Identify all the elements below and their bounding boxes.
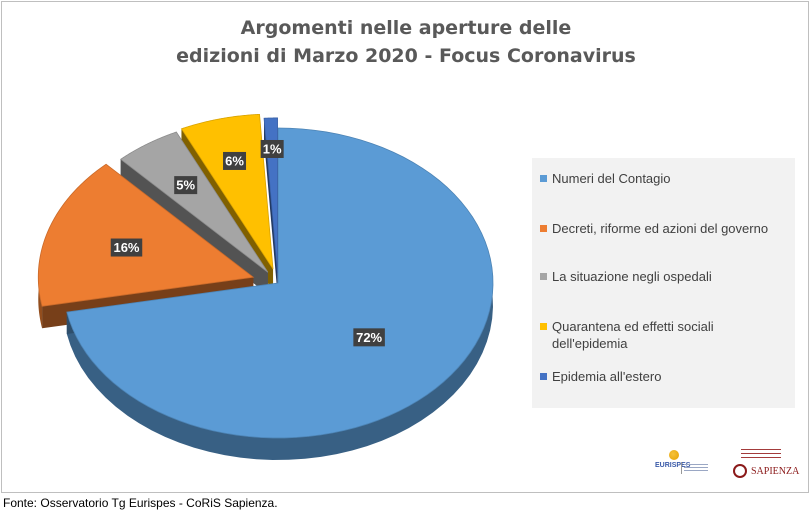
pie-slice-ospedali (120, 131, 269, 273)
chart-title: Argomenti nelle aperture delle edizioni … (0, 14, 812, 70)
legend-item-decreti: Decreti, riforme ed azioni del governo (540, 220, 790, 237)
eurispes-logo-text: EURISPES (655, 462, 691, 469)
legend-swatch (540, 175, 547, 182)
legend-label: La situazione negli ospedali (552, 269, 712, 284)
legend-swatch (540, 323, 547, 330)
legend-item-estero: Epidemia all'estero (540, 368, 790, 385)
legend-swatch (540, 373, 547, 380)
legend-label: Epidemia all'estero (552, 369, 662, 384)
sapienza-logo: SAPIENZA (733, 446, 805, 488)
legend: Numeri del Contagio Decreti, riforme ed … (532, 158, 795, 408)
data-label-numeri-contagio: 72% (353, 328, 385, 347)
chart-title-line1: Argomenti nelle aperture delle (240, 17, 572, 39)
legend-item-quarantena: Quarantena ed effetti sociali dell'epide… (540, 318, 745, 352)
pie-slice-quarantena (180, 113, 274, 270)
logos: EURISPES SAPIENZA (655, 446, 805, 488)
pie-slice-edge-estero-0 (264, 118, 278, 295)
legend-label: Decreti, riforme ed azioni del governo (552, 221, 769, 236)
source-note: Fonte: Osservatorio Tg Eurispes - CoRiS … (3, 496, 278, 510)
data-label-ospedali: 5% (174, 176, 198, 195)
data-label-quarantena: 6% (223, 151, 247, 170)
pie-slice-decreti (37, 163, 255, 307)
data-label-decreti: 16% (110, 238, 143, 257)
chart-title-line2: edizioni di Marzo 2020 - Focus Coronavir… (176, 45, 636, 67)
pie-slice-numeri-contagio (66, 127, 494, 439)
svg-text:1%: 1% (263, 141, 282, 156)
legend-item-ospedali: La situazione negli ospedali (540, 268, 790, 285)
legend-label: Numeri del Contagio (552, 171, 671, 186)
legend-swatch (540, 273, 547, 280)
legend-label: Quarantena ed effetti sociali dell'epide… (552, 319, 714, 351)
legend-swatch (540, 225, 547, 232)
eurispes-logo: EURISPES (655, 450, 713, 482)
svg-text:16%: 16% (113, 240, 139, 255)
svg-text:5%: 5% (176, 178, 195, 193)
svg-text:6%: 6% (225, 153, 244, 168)
sapienza-seal-icon (733, 464, 747, 478)
legend-item-numeri-contagio: Numeri del Contagio (540, 170, 790, 187)
data-label-estero: 1% (260, 139, 284, 158)
sapienza-logo-text: SAPIENZA (751, 466, 800, 477)
svg-text:72%: 72% (356, 330, 382, 345)
